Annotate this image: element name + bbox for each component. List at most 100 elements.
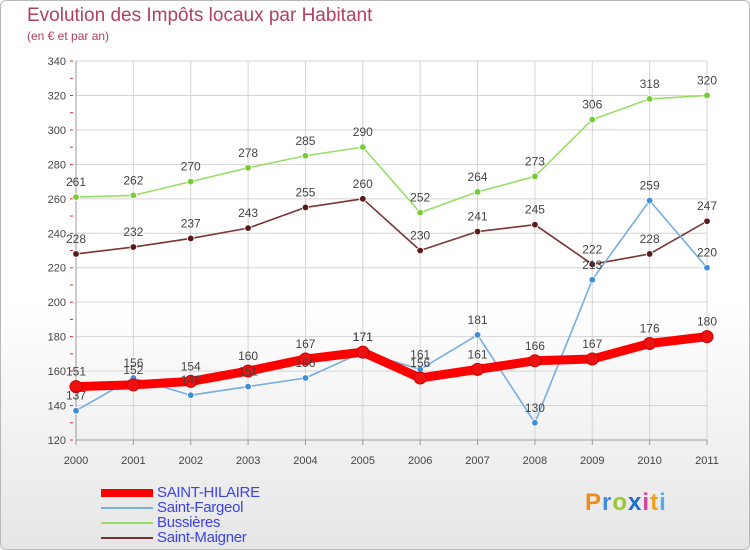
data-point (473, 227, 482, 236)
data-points (69, 91, 714, 427)
data-point (187, 234, 195, 243)
data-label: 262 (123, 173, 143, 187)
data-point (359, 143, 367, 151)
data-label: 228 (640, 232, 660, 246)
data-point (413, 371, 427, 385)
data-label: 222 (582, 242, 602, 256)
x-tick-label: 2006 (408, 455, 432, 467)
y-tick-label: 180 (48, 332, 66, 344)
data-point (301, 203, 310, 212)
data-label: 151 (66, 365, 86, 379)
data-point (416, 246, 424, 255)
data-label: 146 (181, 373, 201, 387)
data-point (473, 331, 482, 339)
data-label: 259 (640, 179, 660, 193)
data-point (69, 380, 83, 394)
data-point (298, 352, 312, 366)
tick-labels: 120 140 160 180 200 220 240 260 280 300 320 340 2000… (48, 56, 719, 467)
logo-letter: o (612, 489, 629, 516)
logo-letter: x (628, 489, 643, 516)
data-point (588, 115, 596, 124)
legend-label: Saint-Maigner (157, 529, 247, 546)
data-label: 260 (353, 177, 373, 191)
x-tick-label: 2010 (637, 455, 661, 467)
series-lines (71, 94, 712, 424)
data-label: 230 (410, 229, 430, 243)
x-tick-label: 2000 (64, 455, 88, 467)
data-point (645, 250, 654, 258)
logo-letter: i (642, 489, 651, 516)
legend-swatch (101, 522, 153, 524)
data-point (528, 354, 542, 368)
data-point (244, 164, 252, 172)
data-label: 167 (582, 337, 602, 351)
data-label: 285 (295, 134, 315, 148)
data-label: 166 (525, 339, 545, 353)
legend-swatch (101, 489, 153, 497)
data-label: 306 (582, 98, 602, 112)
data-point (588, 260, 596, 268)
data-label: 156 (123, 356, 143, 370)
data-label: 156 (295, 356, 315, 370)
grid (75, 60, 708, 440)
chart-subtitle: (en € et par an) (27, 29, 110, 43)
data-point (703, 91, 711, 100)
data-label: 320 (697, 73, 717, 87)
y-tick-label: 140 (48, 401, 66, 413)
logo-letter: r (602, 489, 613, 516)
data-point (531, 419, 539, 427)
data-label: 264 (468, 170, 488, 184)
data-point (184, 374, 198, 388)
y-tick-label: 200 (48, 297, 66, 309)
data-point (473, 188, 482, 196)
logo-letter: P (585, 489, 603, 516)
y-tick-label: 220 (48, 263, 66, 275)
data-label: 252 (410, 191, 430, 205)
data-point (416, 208, 424, 217)
y-tick-label: 120 (48, 435, 66, 447)
y-tick-label: 340 (48, 56, 66, 68)
x-tick-label: 2003 (236, 455, 260, 467)
data-label: 220 (697, 246, 717, 260)
series-line-bussières (75, 94, 708, 214)
data-point (187, 391, 195, 399)
x-tick-label: 2007 (465, 455, 489, 467)
data-label: 171 (353, 330, 373, 344)
data-label: 137 (66, 389, 86, 403)
data-label: 167 (295, 337, 315, 351)
x-tick-label: 2005 (351, 455, 375, 467)
x-tick-label: 2001 (121, 455, 145, 467)
data-label: 273 (525, 154, 545, 168)
x-tick-label: 2011 (695, 455, 719, 467)
data-point (645, 95, 654, 103)
data-point (244, 224, 252, 232)
data-label: 278 (238, 146, 258, 160)
series-line-saint-maigner (75, 198, 708, 266)
data-label: 156 (410, 356, 430, 370)
y-tick-label: 280 (48, 159, 66, 171)
data-label: 161 (468, 347, 488, 361)
x-tick-label: 2009 (580, 455, 604, 467)
legend-label: SAINT-HILAIRE (157, 484, 260, 501)
data-label: 241 (468, 210, 488, 224)
data-label: 255 (295, 185, 315, 199)
data-label: 232 (123, 225, 143, 239)
data-label: 228 (66, 232, 86, 246)
data-label: 290 (353, 125, 373, 139)
data-label: 318 (640, 77, 660, 91)
data-label: 213 (582, 258, 602, 272)
data-label: 152 (123, 363, 143, 377)
data-point (531, 220, 539, 229)
data-point (301, 374, 310, 382)
data-point (703, 217, 711, 225)
legend-swatch (101, 537, 153, 539)
logo-letter: i (659, 489, 667, 516)
data-label: 243 (238, 206, 258, 220)
data-point (585, 352, 599, 366)
data-point (72, 407, 80, 415)
x-tick-label: 2004 (293, 455, 317, 467)
data-labels: 228 232 237 243 255 260 230 241 245 222 228 247 261 2… (66, 73, 717, 414)
data-point (241, 364, 255, 378)
